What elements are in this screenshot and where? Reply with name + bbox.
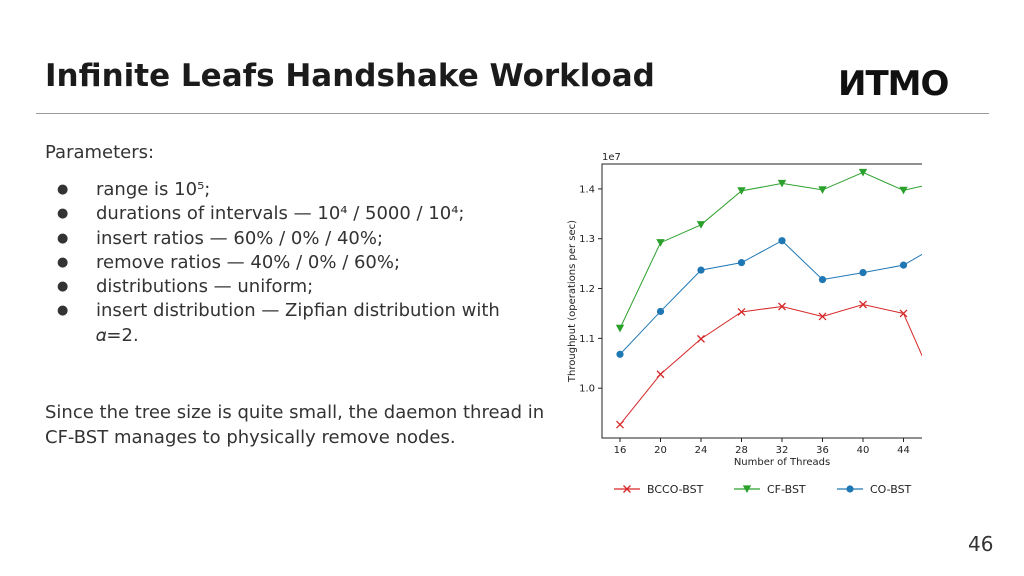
legend-cf-bst-label: CF-BST xyxy=(767,483,806,496)
y-tick-label: 1.2 xyxy=(579,284,595,295)
x-tick-label: 20 xyxy=(654,445,667,456)
x-axis-label: Number of Threads xyxy=(734,457,830,468)
title-divider xyxy=(36,113,989,114)
co-bst-point xyxy=(697,266,705,274)
throughput-chart: 1.01.11.21.31.41620242832364044481e7Numb… xyxy=(567,152,922,496)
cf-bst-line xyxy=(619,171,922,329)
co-bst-point xyxy=(818,275,827,284)
cf-bst-point xyxy=(858,168,868,177)
legend-co-bst-label: CO-BST xyxy=(870,483,912,496)
co-bst-line xyxy=(619,240,922,355)
x-tick-label: 36 xyxy=(816,445,829,456)
bcco-bst-point xyxy=(899,309,908,318)
co-bst-point xyxy=(656,307,665,316)
x-tick-label: 40 xyxy=(857,445,870,456)
co-bst-point xyxy=(899,261,908,269)
x-tick-label: 44 xyxy=(897,445,910,456)
slide-title: Infinite Leafs Handshake Workload xyxy=(45,58,655,94)
legend-bcco-bst-label: BCCO-BST xyxy=(647,483,704,496)
cf-bst-point xyxy=(615,324,625,333)
x-tick-label: 28 xyxy=(735,445,748,456)
cf-bst-point xyxy=(656,239,665,247)
bcco-bst-point xyxy=(818,312,827,321)
co-bst-point xyxy=(859,269,867,277)
bcco-bst-point xyxy=(859,300,867,309)
y-tick-label: 1.3 xyxy=(579,234,595,245)
x-tick-label: 32 xyxy=(776,445,789,456)
parameter-insert-distribution: insert distribution — Zipfian distributi… xyxy=(45,299,540,348)
parameters-list: range is 10⁵; durations of intervals — 1… xyxy=(45,178,540,348)
parameter-distributions: distributions — uniform; xyxy=(45,275,540,300)
co-bst-point xyxy=(778,237,786,245)
legend-cf-bst-marker xyxy=(742,485,752,493)
bcco-bst-point xyxy=(656,370,665,379)
bcco-bst-point xyxy=(737,308,746,316)
page-number: 46 xyxy=(968,532,994,556)
co-bst-point xyxy=(737,259,746,267)
y-offset-label: 1e7 xyxy=(602,152,621,163)
y-tick-label: 1.1 xyxy=(579,334,595,345)
parameter-durations: durations of intervals — 10⁴ / 5000 / 10… xyxy=(45,202,540,227)
cf-bst-point xyxy=(737,187,746,195)
parameter-range: range is 10⁵; xyxy=(45,178,540,203)
itmo-logo: ИTMO xyxy=(838,64,949,104)
parameter-insert-ratios: insert ratios — 60% / 0% / 40%; xyxy=(45,227,540,252)
parameter-remove-ratios: remove ratios — 40% / 0% / 60%; xyxy=(45,251,540,276)
bcco-bst-line xyxy=(619,303,922,425)
plot-frame xyxy=(601,163,922,439)
cf-bst-point xyxy=(777,179,787,188)
y-axis-label: Throughput (operations per sec) xyxy=(567,220,578,383)
parameters-heading: Parameters: xyxy=(45,142,155,163)
legend-co-bst-marker xyxy=(846,485,854,493)
cf-bst-point xyxy=(696,221,706,229)
x-tick-label: 16 xyxy=(614,445,627,456)
note-text: Since the tree size is quite small, the … xyxy=(45,402,545,448)
y-tick-label: 1.4 xyxy=(579,184,595,195)
cf-bst-point xyxy=(899,186,908,195)
bcco-bst-point xyxy=(616,420,624,429)
legend-bcco-bst-marker xyxy=(623,485,631,493)
co-bst-point xyxy=(616,350,624,358)
bcco-bst-point xyxy=(697,334,705,343)
x-tick-label: 24 xyxy=(695,445,708,456)
y-tick-label: 1.0 xyxy=(579,384,595,395)
cf-bst-point xyxy=(818,186,827,194)
bcco-bst-point xyxy=(778,302,786,311)
